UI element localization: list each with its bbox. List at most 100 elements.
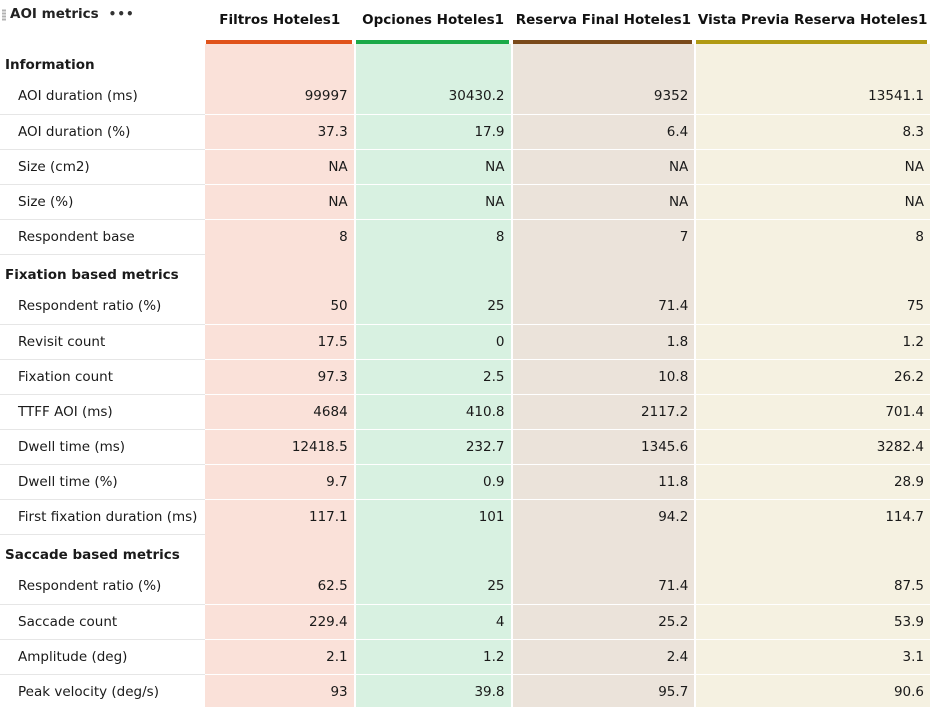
metric-label: TTFF AOI (ms) xyxy=(0,394,205,430)
metric-value: 1.2 xyxy=(695,324,930,360)
metric-label: First fixation duration (ms) xyxy=(0,499,205,535)
section-spacer-cell xyxy=(204,534,356,569)
table-row: Fixation count 97.3 2.5 10.8 26.2 xyxy=(0,359,930,395)
metric-label: Dwell time (ms) xyxy=(0,429,205,465)
column-color-bar xyxy=(205,40,352,44)
metric-value: NA xyxy=(204,149,356,185)
metric-value: 7 xyxy=(511,219,697,254)
metric-label: Respondent ratio (%) xyxy=(0,569,205,605)
panel-title: AOI metrics xyxy=(10,6,99,22)
metric-value: 2.4 xyxy=(511,639,697,675)
metric-value: 8 xyxy=(354,219,513,254)
metric-value: 101 xyxy=(354,499,513,534)
metric-value: 2.1 xyxy=(204,639,356,675)
metric-value: 50 xyxy=(204,289,356,325)
metric-value: 62.5 xyxy=(204,569,356,605)
metric-value: NA xyxy=(511,149,697,185)
drag-handle-icon[interactable] xyxy=(2,9,6,21)
metric-value: 90.6 xyxy=(695,674,930,707)
metric-value: 114.7 xyxy=(695,499,930,534)
metric-value: 94.2 xyxy=(511,499,697,534)
metric-value: NA xyxy=(511,184,697,220)
table-row: AOI duration (ms) 99997 30430.2 9352 13541.1 xyxy=(0,79,930,115)
metric-value: 6.4 xyxy=(511,114,697,150)
column-header-label: Vista Previa Reserva Hoteles1 xyxy=(697,12,928,28)
metric-value: NA xyxy=(354,184,513,220)
metric-value: 95.7 xyxy=(511,674,697,707)
metric-value: 99997 xyxy=(204,79,356,115)
metric-value: 97.3 xyxy=(204,359,356,395)
metric-value: 71.4 xyxy=(511,569,697,605)
metric-label: Size (cm2) xyxy=(0,149,205,185)
section-title: Information xyxy=(5,57,95,73)
table-row: Peak velocity (deg/s) 93 39.8 95.7 90.6 xyxy=(0,674,930,707)
more-options-icon[interactable]: ••• xyxy=(108,7,135,21)
metric-value: 8 xyxy=(204,219,356,254)
section-spacer-cell xyxy=(354,254,513,289)
metric-value: 701.4 xyxy=(695,394,930,430)
metric-value: 410.8 xyxy=(354,394,513,430)
metric-value: 71.4 xyxy=(511,289,697,325)
metric-label: Respondent ratio (%) xyxy=(0,289,205,325)
metric-label: Peak velocity (deg/s) xyxy=(0,674,205,707)
column-header-label: Filtros Hoteles1 xyxy=(219,12,341,28)
column-header-4[interactable]: Vista Previa Reserva Hoteles1 xyxy=(695,0,931,44)
section-spacer-cell xyxy=(695,44,930,79)
column-header-1[interactable]: Filtros Hoteles1 xyxy=(204,0,356,44)
metric-value: 25 xyxy=(354,289,513,325)
metric-value: 10.8 xyxy=(511,359,697,395)
table-row: Saccade count 229.4 4 25.2 53.9 xyxy=(0,604,930,640)
metric-value: 1345.6 xyxy=(511,429,697,465)
metric-value: 4 xyxy=(354,604,513,640)
metric-value: 0 xyxy=(354,324,513,360)
metric-value: 25 xyxy=(354,569,513,605)
section-title: Saccade based metrics xyxy=(5,547,180,563)
metric-value: 9.7 xyxy=(204,464,356,500)
table-row: Revisit count 17.5 0 1.8 1.2 xyxy=(0,324,930,360)
table-row: Respondent ratio (%) 50 25 71.4 75 xyxy=(0,289,930,325)
metric-value: 28.9 xyxy=(695,464,930,500)
table-row: Respondent base 8 8 7 8 xyxy=(0,219,930,255)
metric-label: Fixation count xyxy=(0,359,205,395)
section-spacer-cell xyxy=(511,254,697,289)
column-header-2[interactable]: Opciones Hoteles1 xyxy=(354,0,513,44)
table-row: Amplitude (deg) 2.1 1.2 2.4 3.1 xyxy=(0,639,930,675)
metric-value: 17.9 xyxy=(354,114,513,150)
metric-label: AOI duration (ms) xyxy=(0,79,205,115)
metric-value: 1.8 xyxy=(511,324,697,360)
table-row: First fixation duration (ms) 117.1 101 94.2… xyxy=(0,499,930,535)
metric-value: 229.4 xyxy=(204,604,356,640)
section-spacer-cell xyxy=(354,44,513,79)
table-row: Size (cm2) NA NA NA NA xyxy=(0,149,930,185)
metric-value: 0.9 xyxy=(354,464,513,500)
metric-value: 26.2 xyxy=(695,359,930,395)
metric-value: 232.7 xyxy=(354,429,513,465)
metric-label: Amplitude (deg) xyxy=(0,639,205,675)
table-row: AOI duration (%) 37.3 17.9 6.4 8.3 xyxy=(0,114,930,150)
section-spacer-cell xyxy=(354,534,513,569)
column-header-3[interactable]: Reserva Final Hoteles1 xyxy=(511,0,697,44)
section-spacer-cell xyxy=(695,254,930,289)
table-row: Size (%) NA NA NA NA xyxy=(0,184,930,220)
column-header-label: Opciones Hoteles1 xyxy=(362,12,505,28)
metric-value: 25.2 xyxy=(511,604,697,640)
metric-value: 30430.2 xyxy=(354,79,513,115)
section-spacer-cell xyxy=(204,254,356,289)
metric-value: 11.8 xyxy=(511,464,697,500)
metric-value: 2.5 xyxy=(354,359,513,395)
metric-label: Revisit count xyxy=(0,324,205,360)
metric-value: NA xyxy=(204,184,356,220)
column-color-bar xyxy=(696,40,927,44)
column-color-bar xyxy=(355,40,509,44)
metric-value: 3.1 xyxy=(695,639,930,675)
metric-value: 93 xyxy=(204,674,356,707)
metric-label: Size (%) xyxy=(0,184,205,220)
metric-value: 12418.5 xyxy=(204,429,356,465)
section-header-row: Information xyxy=(0,44,930,79)
table-row: TTFF AOI (ms) 4684 410.8 2117.2 701.4 xyxy=(0,394,930,430)
metric-label: AOI duration (%) xyxy=(0,114,205,150)
section-header-row: Saccade based metrics xyxy=(0,534,930,569)
metric-value: 1.2 xyxy=(354,639,513,675)
metric-value: 13541.1 xyxy=(695,79,930,115)
